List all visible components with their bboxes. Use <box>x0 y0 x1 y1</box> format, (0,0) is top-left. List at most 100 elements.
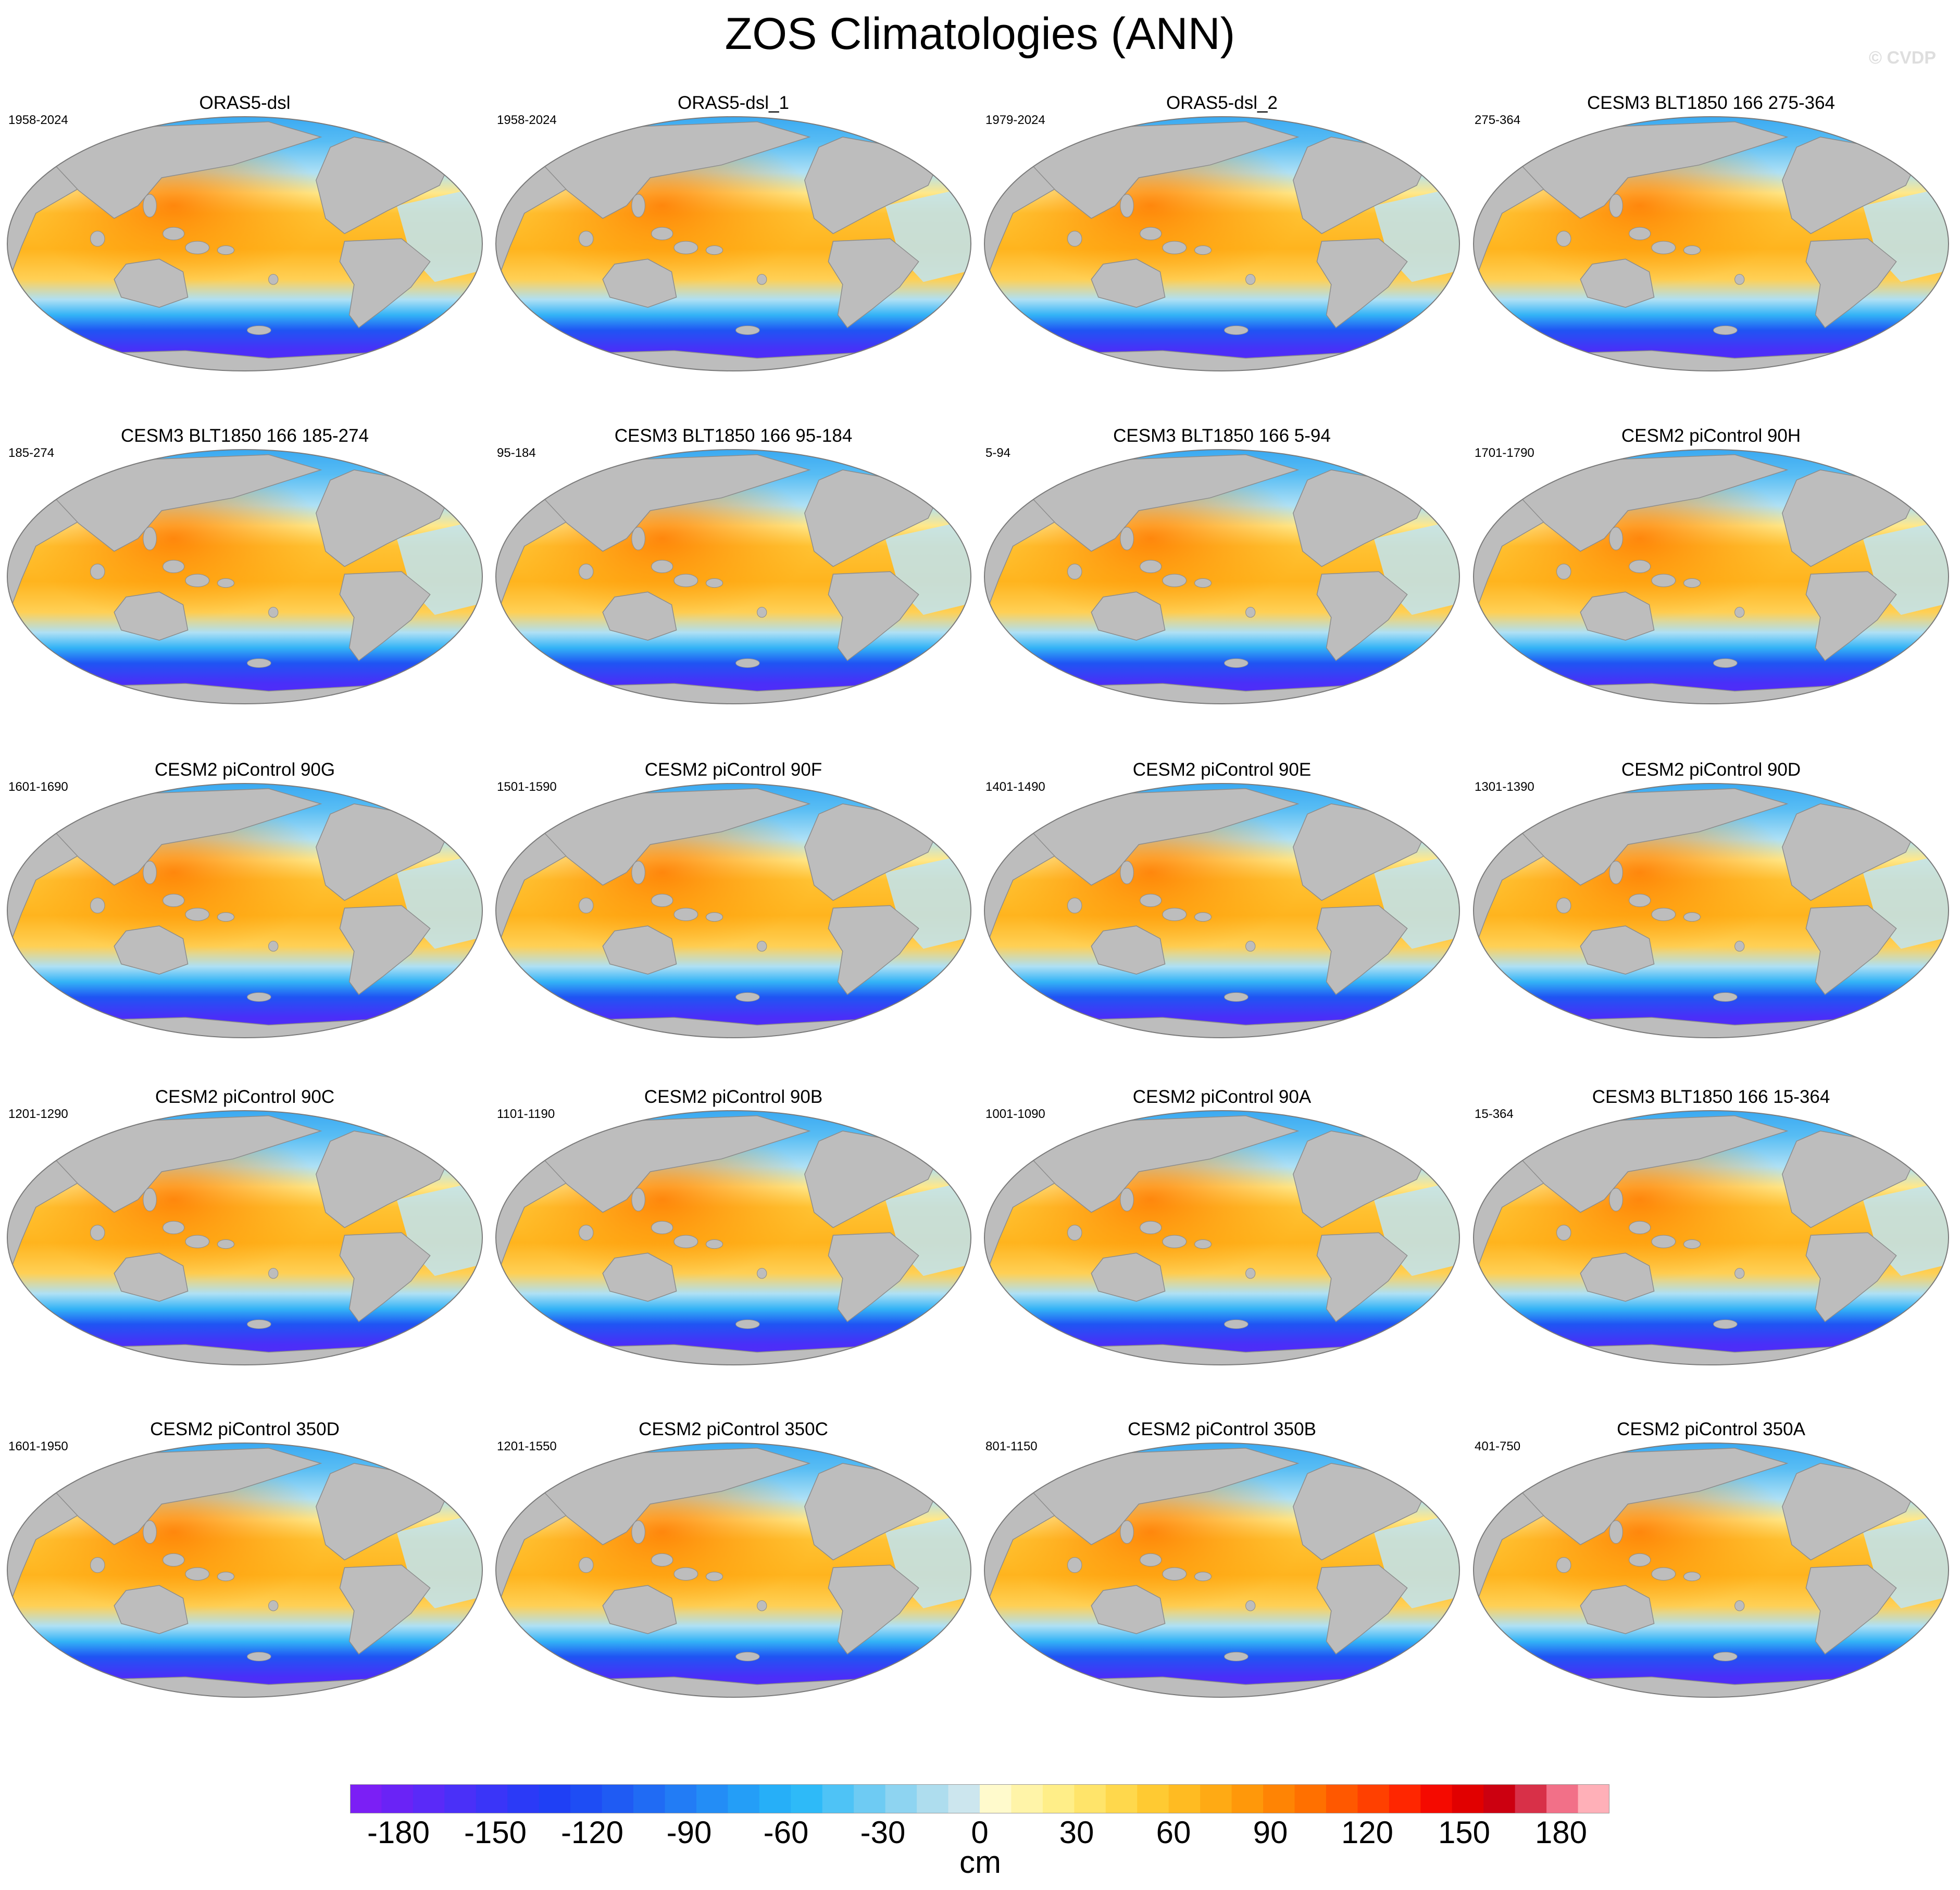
australia-land <box>114 1585 189 1634</box>
island-land <box>1683 1572 1701 1582</box>
south-america-land <box>828 238 919 329</box>
island-land <box>143 1188 157 1212</box>
island-land <box>706 1239 723 1249</box>
island-land <box>757 1600 767 1611</box>
island-land <box>185 907 210 922</box>
greenland-land <box>866 1115 910 1131</box>
island-land <box>217 578 234 588</box>
panel-title: CESM2 piControl 90H <box>1621 426 1801 446</box>
zos-climatology-map <box>1473 1443 1949 1698</box>
panel-title: CESM3 BLT1850 166 95-184 <box>614 426 853 446</box>
island-land <box>631 194 645 218</box>
asia-land <box>54 788 322 886</box>
panel-years: 401-750 <box>1475 1439 1521 1453</box>
colorbar-swatch <box>350 1784 382 1813</box>
asia-land <box>1520 454 1789 552</box>
panel-years: 15-364 <box>1475 1107 1514 1121</box>
colorbar-swatch <box>413 1784 445 1813</box>
panel-years: 1201-1290 <box>8 1107 68 1121</box>
island-land <box>1556 898 1571 914</box>
asia-land <box>543 454 811 552</box>
island-land <box>1245 941 1256 952</box>
australia-land <box>1580 591 1655 641</box>
island-land <box>1734 274 1745 285</box>
panel-years: 1501-1590 <box>497 780 557 794</box>
island-land <box>217 1239 234 1249</box>
panel-title: CESM3 BLT1850 166 15-364 <box>1592 1087 1830 1107</box>
colorbar-tick-label: -150 <box>464 1815 527 1850</box>
colorbar-swatch <box>728 1784 760 1813</box>
zos-climatology-map <box>984 783 1460 1038</box>
island-land <box>1683 1239 1701 1249</box>
map-panel: ORAS5-dsl_1 1958-2024 <box>489 92 978 430</box>
colorbar-swatch <box>822 1784 854 1813</box>
australia-land <box>1580 1585 1655 1634</box>
island-land <box>1651 1567 1676 1581</box>
island-land <box>1651 241 1676 255</box>
zos-climatology-map <box>7 1110 483 1365</box>
panel-title: CESM3 BLT1850 166 275-364 <box>1587 93 1836 113</box>
island-land <box>1162 1567 1187 1581</box>
map-outline <box>984 1110 1460 1365</box>
island-land <box>1224 1319 1249 1329</box>
island-land <box>185 574 210 588</box>
australia-land <box>1091 258 1166 308</box>
greenland-land <box>866 454 910 470</box>
map-panel: CESM3 BLT1850 166 275-364 275-364 <box>1466 92 1956 430</box>
australia-land <box>1091 591 1166 641</box>
australia-land <box>602 591 677 641</box>
asia-land <box>54 1115 322 1213</box>
map-panel: CESM2 piControl 350B 801-1150 <box>977 1418 1467 1757</box>
island-land <box>1556 1225 1571 1241</box>
island-land <box>579 898 594 914</box>
colorbar-swatch <box>476 1784 508 1813</box>
south-america-land <box>1805 1232 1897 1323</box>
island-land <box>1609 1520 1623 1544</box>
panel-years: 5-94 <box>985 446 1011 460</box>
island-land <box>651 1221 673 1235</box>
asia-land <box>1031 1448 1300 1546</box>
greenland-land <box>1843 454 1888 470</box>
colorbar-swatch <box>1452 1784 1484 1813</box>
island-land <box>706 912 723 922</box>
zos-climatology-map <box>495 1443 971 1698</box>
island-land <box>631 527 645 551</box>
map-panel: CESM2 piControl 90G 1601-1690 <box>0 759 490 1097</box>
island-land <box>673 907 698 922</box>
greenland-land <box>377 121 421 138</box>
australia-land <box>1091 1252 1166 1302</box>
map-outline <box>7 1443 483 1698</box>
australia-land <box>114 1252 189 1302</box>
island-land <box>1556 564 1571 580</box>
map-outline <box>495 1443 971 1698</box>
island-land <box>1140 559 1162 574</box>
island-land <box>1162 1235 1187 1249</box>
colorbar-swatch <box>1420 1784 1453 1813</box>
map-outline <box>984 1443 1460 1698</box>
island-land <box>631 1188 645 1212</box>
island-land <box>1713 1651 1738 1661</box>
asia-land <box>1520 1115 1789 1213</box>
island-land <box>90 1225 105 1241</box>
map-outline <box>1473 783 1949 1038</box>
island-land <box>706 578 723 588</box>
island-land <box>757 274 767 285</box>
zos-climatology-map <box>1473 783 1949 1038</box>
panel-title: CESM2 piControl 90D <box>1621 760 1801 780</box>
island-land <box>1629 559 1651 574</box>
greenland-land <box>1843 121 1888 138</box>
panel-grid: ORAS5-dsl 1958-2024 ORAS5-dsl_1 1958-2024 OR… <box>0 92 1956 1757</box>
zos-climatology-map <box>984 116 1460 371</box>
zos-climatology-map <box>495 783 971 1038</box>
island-land <box>1629 227 1651 241</box>
island-land <box>1224 992 1249 1002</box>
south-america-land <box>1805 238 1897 329</box>
colorbar-swatch <box>1357 1784 1390 1813</box>
island-land <box>1609 194 1623 218</box>
map-outline <box>1473 116 1949 371</box>
island-land <box>1734 607 1745 618</box>
colorbar-swatch <box>1168 1784 1201 1813</box>
greenland-land <box>377 1115 421 1131</box>
zos-climatology-map <box>495 116 971 371</box>
colorbar-tick-label: 180 <box>1534 1815 1588 1850</box>
